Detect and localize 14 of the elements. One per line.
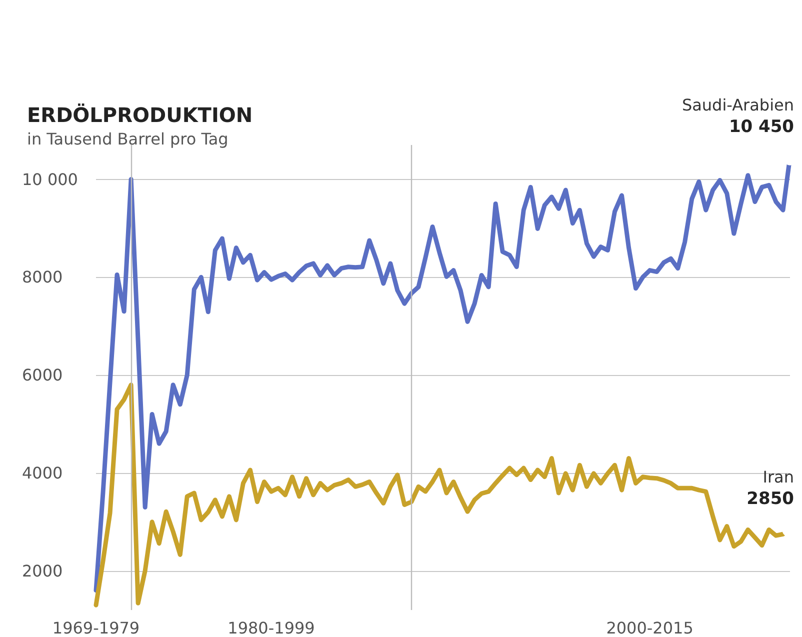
y-tick-label: 4000 (22, 463, 63, 482)
chart-title: ERDÖLPRODUKTION (27, 103, 253, 127)
y-tick-label: 10 000 (22, 170, 78, 189)
x-tick-label: 2000-2015 (606, 618, 694, 637)
y-tick-label: 6000 (22, 366, 63, 385)
y-tick-label: 8000 (22, 268, 63, 287)
text: Iran (762, 468, 794, 487)
y-tick-label: 2000 (22, 561, 63, 580)
text: Saudi-Arabien (682, 96, 794, 115)
x-tick-label: 1980-1999 (228, 618, 315, 637)
data-label: 10 450 (728, 117, 794, 138)
x-tick-label: 1969-1979 (52, 618, 140, 637)
data-label: 2850 (746, 489, 794, 510)
chart-subtitle: in Tausend Barrel pro Tag (27, 130, 228, 148)
